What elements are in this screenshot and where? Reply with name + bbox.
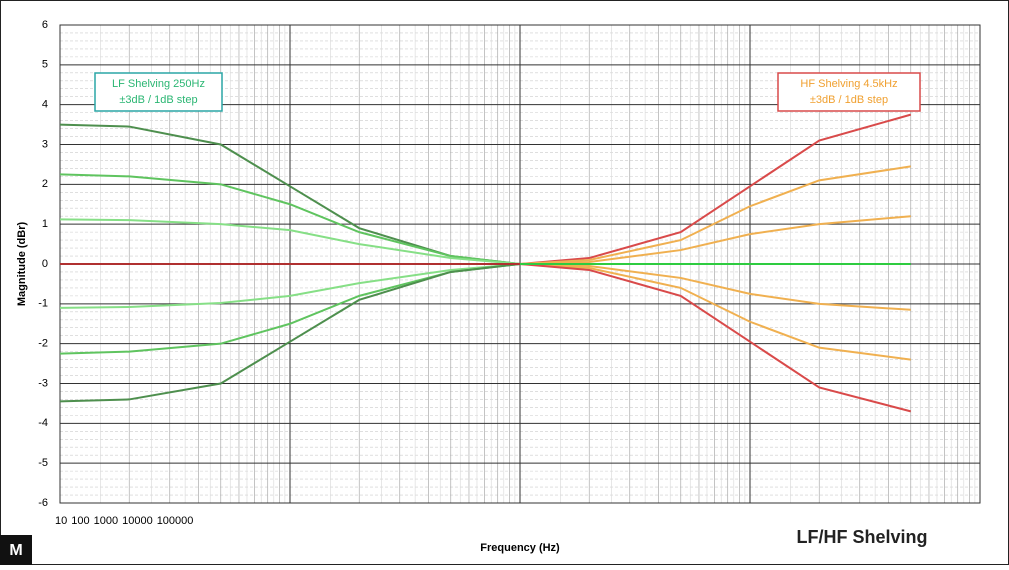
series-line (519, 113, 912, 265)
y-tick-label: 4 (42, 99, 48, 111)
y-tick-label: 6 (42, 19, 48, 31)
y-tick-label: 3 (42, 138, 48, 150)
y-tick-label: -4 (38, 417, 48, 429)
x-axis-title: Frequency (Hz) (480, 542, 560, 554)
annotation-text: ±3dB / 1dB step (119, 94, 197, 106)
series-line (519, 215, 911, 265)
x-tick-label: 100000 (157, 515, 194, 527)
y-tick-label: 0 (42, 258, 48, 270)
logo-box (0, 535, 32, 565)
x-tick-label: 100 (71, 515, 89, 527)
annotation-box (777, 72, 921, 112)
series-line (519, 263, 912, 413)
annotation-text: ±3dB / 1dB step (810, 94, 888, 106)
y-tick-label: -6 (38, 497, 48, 509)
y-tick-label: -2 (38, 338, 48, 350)
series-line (59, 218, 521, 265)
y-tick-label: -3 (38, 377, 48, 389)
y-tick-label: -1 (38, 298, 48, 310)
series-line (59, 263, 521, 403)
x-tick-label: 10000 (122, 515, 153, 527)
y-tick-label: 2 (42, 178, 48, 190)
caption: LF/HF Shelving (796, 527, 927, 547)
series-line (519, 165, 911, 265)
series-line (59, 263, 521, 309)
series-line (519, 263, 911, 311)
y-tick-label: 1 (42, 218, 48, 230)
x-tick-label: 10 (55, 515, 67, 527)
x-tick-label: 1000 (94, 515, 118, 527)
y-axis-title: Magnitude (dBr) (16, 222, 28, 307)
logo: M (9, 542, 22, 559)
annotation-box (94, 72, 223, 112)
series-line (519, 263, 911, 361)
series-line (59, 173, 521, 265)
annotation-text: HF Shelving 4.5kHz (800, 78, 897, 90)
annotation-text: LF Shelving 250Hz (112, 78, 205, 90)
y-tick-label: -5 (38, 457, 48, 469)
y-tick-label: 5 (42, 59, 48, 71)
